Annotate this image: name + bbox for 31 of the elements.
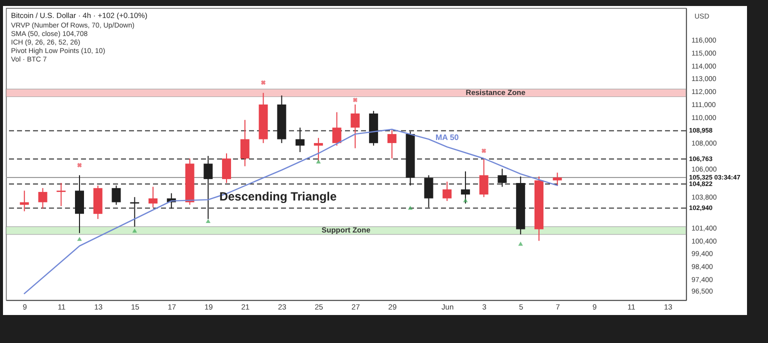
candlestick [424,174,434,208]
candlestick [387,130,396,159]
series-label: MA 50 [435,132,460,142]
candlestick [350,104,360,149]
candlestick [498,168,507,188]
point [316,159,321,164]
line-series [24,128,558,294]
point [132,228,137,233]
point [206,218,211,224]
candlestick [112,185,121,206]
point [408,206,413,210]
candlestick [222,152,232,184]
point [482,148,486,154]
candlestick [479,158,488,198]
candlestick [240,119,250,167]
annotation: Descending Triangle [219,189,337,204]
candlestick [75,174,84,234]
candlestick [314,137,323,162]
candlestick [296,127,305,153]
candlestick [130,196,140,228]
point [260,80,266,85]
candlestick [442,181,452,202]
candlestick [56,182,66,207]
candlestick [332,112,342,146]
point [77,236,82,241]
candlestick [38,188,48,210]
point [352,98,358,102]
candlestick [20,190,29,212]
point [77,162,82,168]
candlestick [148,186,158,208]
candlestick [552,172,562,186]
